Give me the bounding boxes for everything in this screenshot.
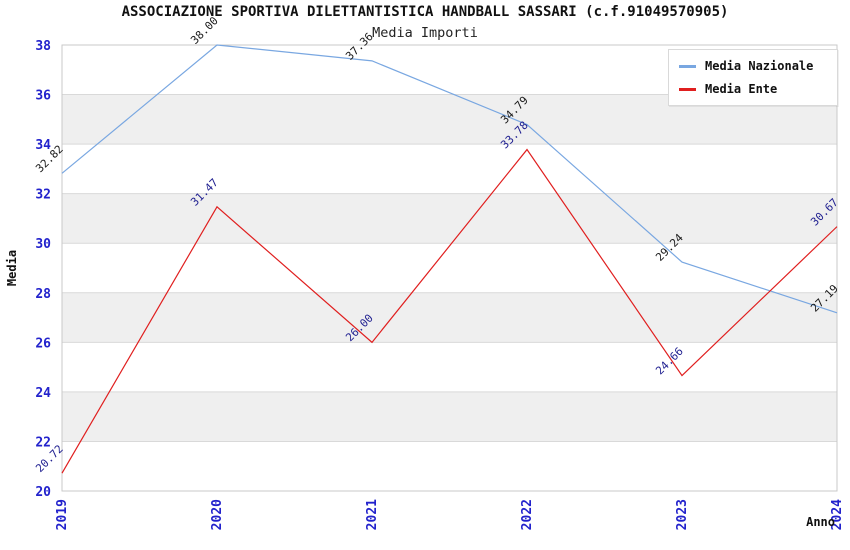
x-tick-label: 2021 (365, 499, 380, 530)
legend-label-media-nazionale: Media Nazionale (705, 59, 814, 73)
y-tick-label: 20 (35, 485, 51, 500)
grid-band (62, 342, 837, 392)
plot-border (61, 44, 838, 492)
legend-item-media-ente: Media Ente (679, 82, 831, 96)
x-tick-label: 2023 (675, 499, 690, 530)
grid-band (62, 292, 837, 343)
grid-band (62, 391, 837, 442)
y-tick-label: 26 (35, 336, 51, 351)
grid-band (62, 144, 837, 194)
grid-band (62, 243, 837, 293)
chart-title: ASSOCIAZIONE SPORTIVA DILETTANTISTICA HA… (121, 4, 729, 20)
y-tick-label: 32 (35, 188, 51, 203)
x-tick-label: 2020 (210, 499, 225, 530)
y-tick-label: 24 (35, 386, 51, 401)
y-tick-label: 34 (35, 138, 51, 153)
grid-band (62, 441, 837, 491)
legend: Media Nazionale Media Ente (668, 49, 838, 106)
legend-item-media-nazionale: Media Nazionale (679, 59, 831, 73)
series-line-media-ente (61, 148, 838, 474)
y-tick-label: 36 (35, 89, 51, 104)
chart-subtitle: Media Importi (372, 25, 478, 41)
x-axis-title: Anno (806, 515, 835, 529)
y-tick-label: 28 (35, 287, 51, 302)
x-tick-label: 2022 (520, 499, 535, 530)
y-tick-label: 38 (35, 39, 51, 54)
y-tick-label: 22 (35, 435, 51, 450)
y-tick-label: 30 (35, 237, 51, 252)
x-tick-label: 2024 (830, 499, 845, 530)
y-axis-title: Media (5, 250, 19, 286)
legend-label-media-ente: Media Ente (705, 82, 778, 96)
legend-marker-media-nazionale-icon (679, 64, 696, 68)
grid-band (62, 193, 837, 244)
legend-marker-media-ente-icon (679, 87, 696, 91)
x-tick-label: 2019 (55, 499, 70, 530)
series-line-media-nazionale (61, 44, 838, 314)
